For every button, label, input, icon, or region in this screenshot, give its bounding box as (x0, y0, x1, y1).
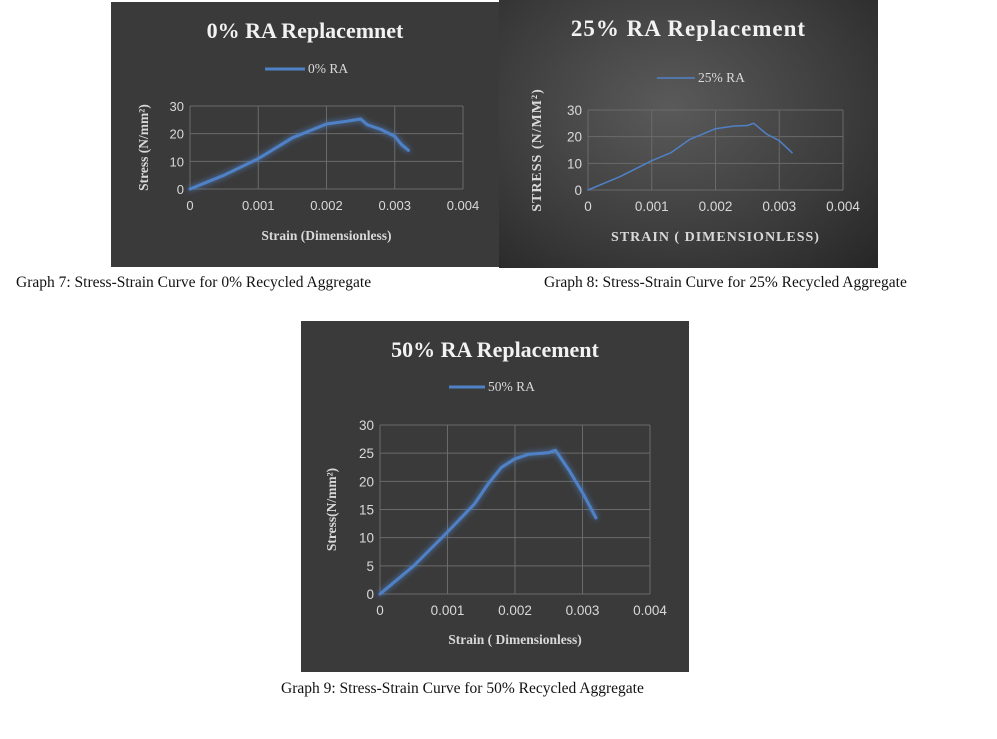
x-tick-label: 0.004 (633, 603, 667, 618)
x-tick-label: 0.003 (566, 603, 600, 618)
caption-graph-9: Graph 9: Stress-Strain Curve for 50% Rec… (281, 680, 644, 697)
x-tick-label: 0.004 (447, 198, 480, 213)
x-tick-label: 0.002 (310, 198, 343, 213)
y-axis-label: Stress(N/mm²) (324, 468, 339, 551)
chart-title: 0% RA Replacemnet (207, 18, 404, 43)
chart-svg: 50% RA Replacement 50% RA 0 5 10 15 20 25 30 0 0.0… (324, 337, 667, 647)
x-axis-label: STRAIN ( DIMENSIONLESS) (611, 230, 820, 245)
y-tick-label: 20 (567, 130, 582, 145)
x-tick-label: 0.003 (762, 199, 796, 214)
y-tick-label: 30 (567, 103, 582, 118)
caption-graph-8: Graph 8: Stress-Strain Curve for 25% Rec… (544, 274, 907, 291)
x-tick-label: 0 (584, 199, 592, 214)
chart-0-percent-ra: 0% RA Replacemnet 0% RA 0 10 20 30 0 0.001 0.002… (111, 2, 499, 267)
y-tick-label: 20 (170, 127, 184, 142)
y-tick-label: 0 (574, 183, 582, 198)
chart-svg: 0% RA Replacemnet 0% RA 0 10 20 30 0 0.001 0.002… (136, 18, 480, 243)
x-tick-label: 0.001 (242, 198, 275, 213)
x-tick-label: 0.003 (378, 198, 411, 213)
caption-graph-7: Graph 7: Stress-Strain Curve for 0% Recy… (16, 274, 372, 291)
y-tick-label: 20 (359, 474, 374, 489)
y-tick-label: 5 (366, 559, 374, 574)
x-tick-label: 0.001 (431, 603, 465, 618)
y-tick-label: 10 (170, 154, 184, 169)
chart-title: 25% RA Replacement (571, 16, 806, 41)
legend-entry: 0% RA (308, 61, 348, 76)
y-axis-label: STRESS (N/MM²) (530, 88, 545, 212)
series-line (378, 448, 598, 596)
chart-svg: 25% RA Replacement 25% RA 0 10 20 30 0 0.001 0.0… (530, 16, 860, 245)
y-tick-label: 0 (177, 182, 184, 197)
x-axis-label: Strain (Dimensionless) (261, 228, 391, 243)
x-tick-label: 0.001 (635, 199, 669, 214)
y-tick-label: 10 (567, 156, 582, 171)
x-axis-label: Strain ( Dimensionless) (448, 632, 582, 647)
y-tick-label: 10 (359, 531, 374, 546)
chart-25-percent-ra: 25% RA Replacement 25% RA 0 10 20 30 0 0.001 0.0… (499, 0, 878, 268)
y-tick-label: 30 (359, 418, 374, 433)
legend-entry: 25% RA (698, 70, 745, 85)
x-tick-label: 0.002 (699, 199, 733, 214)
x-tick-label: 0 (376, 603, 384, 618)
chart-50-percent-ra: 50% RA Replacement 50% RA 0 5 10 15 20 25 30 0 0.0… (301, 321, 689, 672)
x-tick-label: 0.004 (826, 199, 860, 214)
y-tick-label: 15 (359, 503, 374, 518)
y-tick-label: 0 (366, 587, 374, 602)
y-axis-label: Stress (N/mm²) (136, 104, 151, 191)
x-tick-label: 0.002 (498, 603, 532, 618)
series-line (587, 122, 793, 191)
legend-entry: 50% RA (488, 379, 535, 394)
y-tick-label: 25 (359, 446, 374, 461)
chart-title: 50% RA Replacement (391, 337, 599, 362)
x-tick-label: 0 (186, 198, 193, 213)
series-line (188, 117, 410, 191)
y-tick-label: 30 (170, 99, 184, 114)
